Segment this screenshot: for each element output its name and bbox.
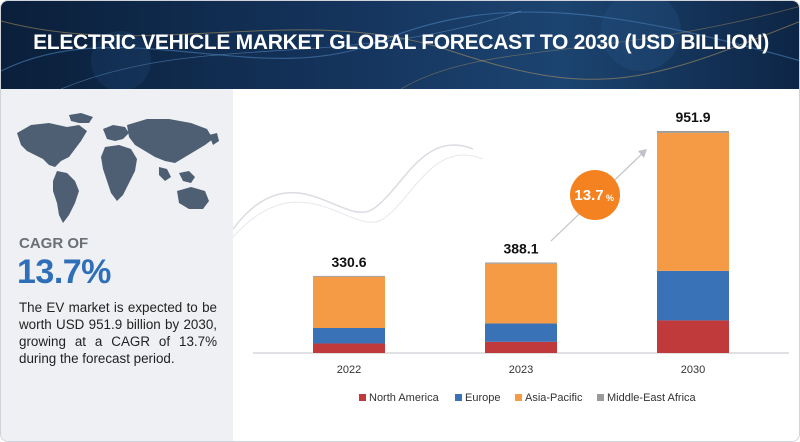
bar-north-america-2022 — [313, 343, 385, 353]
total-labels-group: 330.6 388.1 951.9 — [331, 109, 710, 270]
x-tick-2022: 2022 — [337, 364, 361, 376]
total-label-2022: 330.6 — [331, 254, 366, 270]
x-tick-2030: 2030 — [681, 364, 705, 376]
cagr-arrow-head — [638, 149, 647, 158]
title-banner: ELECTRIC VEHICLE MARKET GLOBAL FORECAST … — [1, 1, 799, 89]
page-title: ELECTRIC VEHICLE MARKET GLOBAL FORECAST … — [33, 31, 769, 54]
legend-swatch-north-america — [359, 394, 366, 401]
decorative-swoosh — [233, 144, 474, 230]
legend-label-north-america: North America — [369, 392, 440, 404]
x-tick-labels-group: 2022 2023 2030 — [337, 364, 705, 376]
total-label-2023: 388.1 — [503, 240, 538, 256]
cagr-bubble-value: 13.7 — [574, 187, 603, 204]
banner-decoration — [1, 1, 799, 89]
cagr-bubble-suffix: % — [606, 193, 614, 203]
legend-label-asia-pacific: Asia-Pacific — [525, 392, 583, 404]
bar-north-america-2023 — [485, 341, 557, 353]
bar-north-america-2030 — [657, 320, 729, 353]
legend-swatch-middle-east-africa — [597, 394, 604, 401]
cagr-value: 13.7% — [17, 253, 111, 291]
legend-swatch-europe — [455, 394, 462, 401]
total-label-2030: 951.9 — [675, 109, 710, 125]
bar-asia-pacific-2022 — [313, 276, 385, 328]
bar-europe-2030 — [657, 270, 729, 321]
bar-europe-2023 — [485, 323, 557, 342]
cagr-annotation: 13.7 % — [550, 149, 647, 242]
legend-label-middle-east-africa: Middle-East Africa — [607, 392, 697, 404]
bar-middle-east-africa-2023 — [485, 262, 557, 264]
legend-swatch-asia-pacific — [515, 394, 522, 401]
bar-asia-pacific-2030 — [657, 132, 729, 271]
cagr-label: CAGR OF — [19, 235, 89, 252]
stacked-bar-chart: 330.6 388.1 951.9 2022 2023 2030 13.7 % Nort… — [233, 109, 789, 404]
bar-middle-east-africa-2030 — [657, 131, 729, 133]
cagr-bubble — [570, 170, 620, 220]
x-tick-2023: 2023 — [509, 364, 533, 376]
bars-group — [313, 131, 729, 353]
decorative-swoosh-2 — [233, 154, 484, 238]
legend-label-europe: Europe — [465, 392, 500, 404]
bar-europe-2022 — [313, 327, 385, 344]
bar-middle-east-africa-2022 — [313, 275, 385, 277]
legend: North America Europe Asia-Pacific Middle-Ea… — [359, 392, 697, 404]
bar-asia-pacific-2023 — [485, 263, 557, 324]
summary-panel: CAGR OF 13.7% The EV market is expected … — [1, 89, 233, 441]
market-description: The EV market is expected to be worth US… — [19, 300, 217, 366]
world-map-icon — [17, 113, 219, 223]
